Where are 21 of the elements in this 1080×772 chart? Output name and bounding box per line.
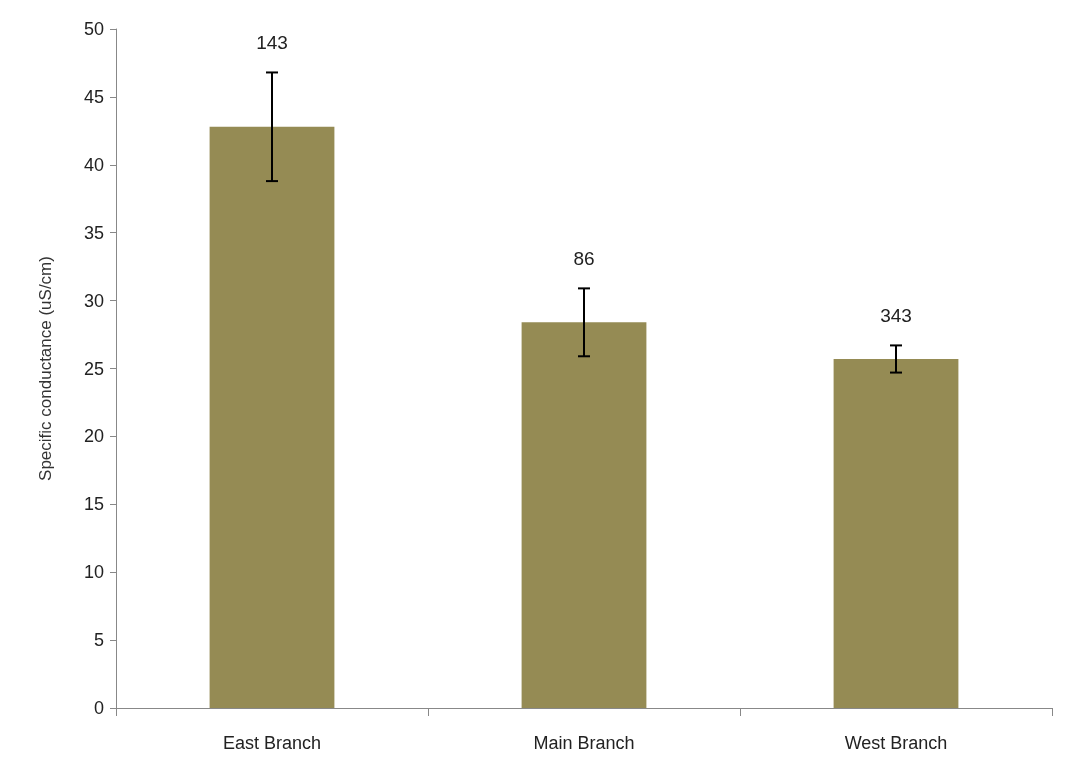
annotation: 143 bbox=[256, 31, 288, 53]
y-tick-label: 30 bbox=[83, 290, 104, 311]
bar bbox=[209, 126, 335, 708]
y-tick-label: 40 bbox=[83, 154, 104, 175]
y-tick-label: 15 bbox=[83, 494, 104, 515]
y-tick-label: 45 bbox=[83, 86, 104, 107]
y-tick-label: 35 bbox=[83, 222, 104, 243]
y-tick-label: 20 bbox=[83, 426, 104, 447]
x-tick-label: West Branch bbox=[844, 733, 948, 753]
annotation: 343 bbox=[880, 304, 912, 326]
y-tick-label: 25 bbox=[83, 358, 104, 379]
y-axis-title: Specific conductance (uS/cm) bbox=[36, 256, 55, 481]
bar bbox=[833, 358, 959, 708]
x-tick-label: East Branch bbox=[222, 733, 322, 753]
y-tick-label: 50 bbox=[83, 19, 104, 39]
annotation: 86 bbox=[573, 247, 595, 269]
x-tick-label: Main Branch bbox=[533, 733, 635, 753]
y-tick-label: 10 bbox=[83, 562, 104, 583]
bar bbox=[521, 322, 647, 708]
y-tick-label: 0 bbox=[93, 698, 104, 718]
y-tick-label: 5 bbox=[93, 630, 104, 651]
